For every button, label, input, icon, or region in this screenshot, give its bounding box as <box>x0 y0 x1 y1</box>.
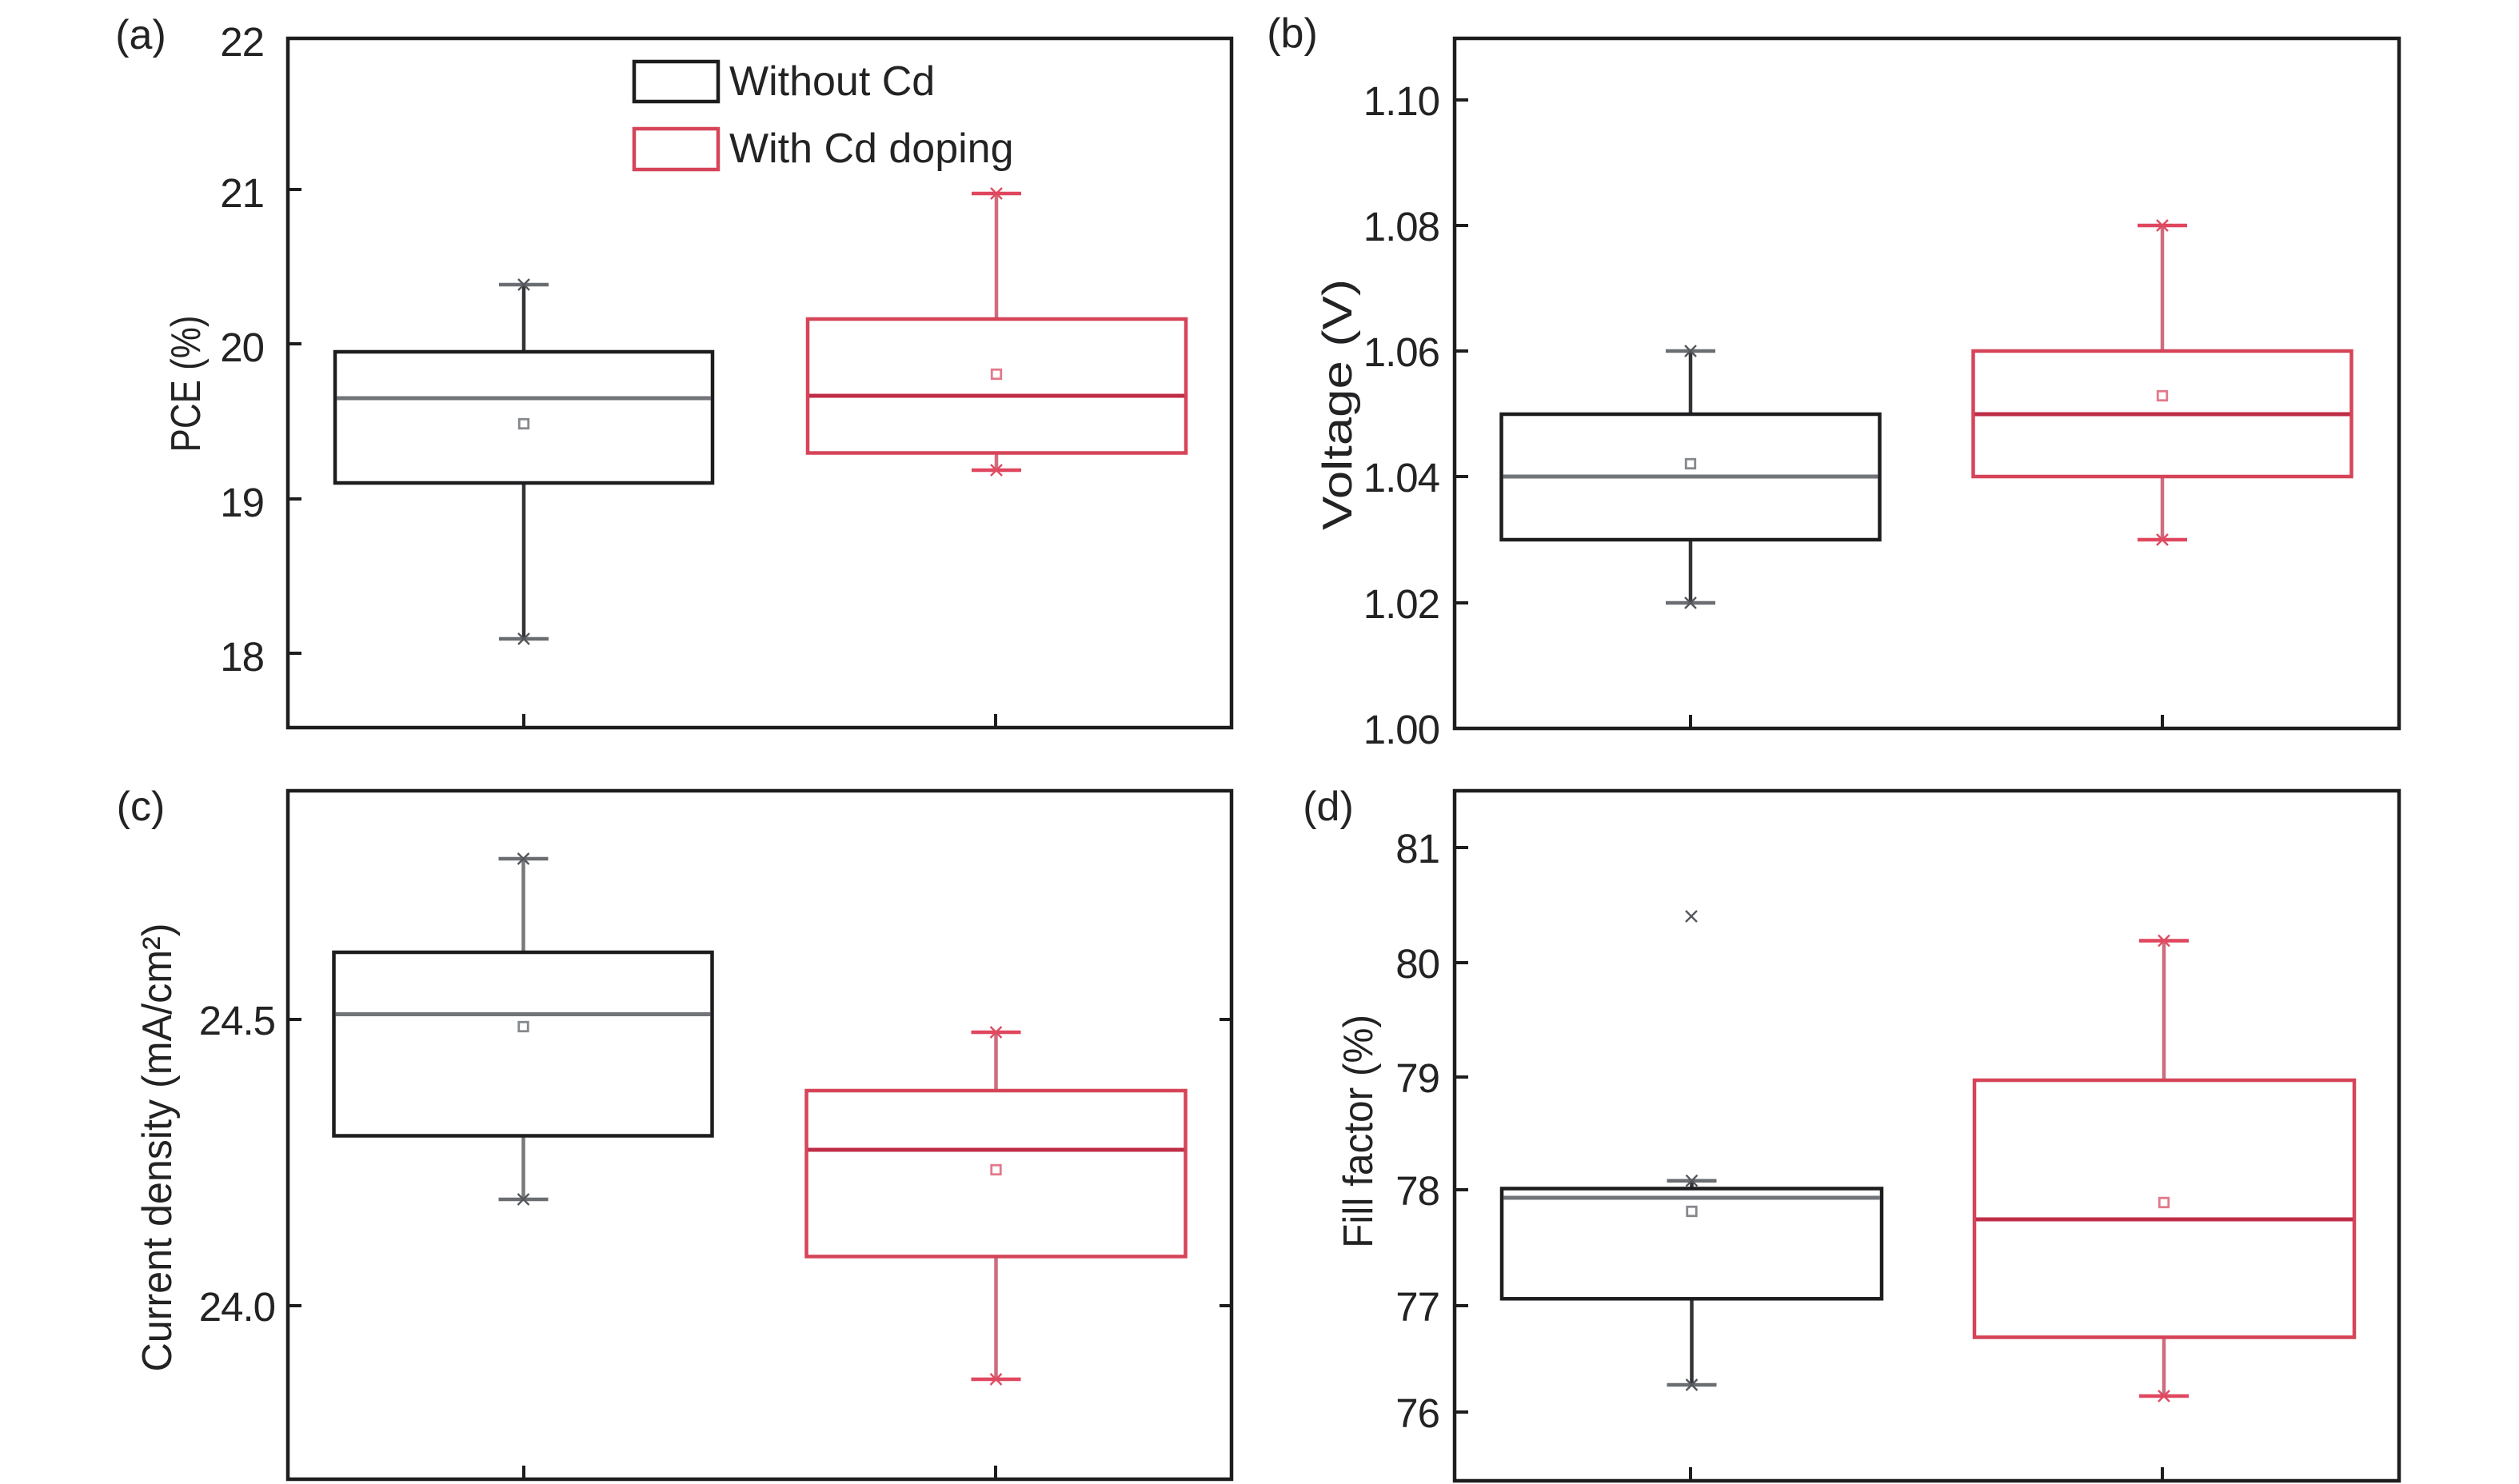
svg-text:1.08: 1.08 <box>1363 204 1439 249</box>
svg-text:18: 18 <box>220 634 264 680</box>
svg-text:76: 76 <box>1395 1390 1439 1436</box>
svg-text:1.10: 1.10 <box>1363 78 1439 124</box>
svg-text:19: 19 <box>220 480 264 525</box>
svg-text:22: 22 <box>220 19 264 65</box>
svg-text:20: 20 <box>220 325 264 370</box>
svg-text:81: 81 <box>1395 826 1439 872</box>
svg-text:21: 21 <box>220 170 264 216</box>
svg-text:Current density (mA/cm²): Current density (mA/cm²) <box>134 924 181 1372</box>
svg-text:77: 77 <box>1395 1284 1439 1330</box>
svg-text:(a): (a) <box>115 12 166 58</box>
svg-text:(b): (b) <box>1267 10 1318 57</box>
svg-text:Without Cd: Without Cd <box>729 58 935 105</box>
svg-text:Voltage (V): Voltage (V) <box>1315 279 1361 530</box>
svg-text:PCE (%): PCE (%) <box>163 316 210 453</box>
svg-text:1.02: 1.02 <box>1363 581 1439 627</box>
svg-text:(d): (d) <box>1303 784 1354 830</box>
svg-text:24.5: 24.5 <box>199 998 275 1043</box>
svg-text:78: 78 <box>1395 1168 1439 1214</box>
svg-text:With Cd doping: With Cd doping <box>729 126 1014 172</box>
svg-text:Fill factor (%): Fill factor (%) <box>1335 1015 1382 1248</box>
svg-text:79: 79 <box>1395 1055 1439 1101</box>
svg-text:(c): (c) <box>117 784 166 830</box>
svg-text:80: 80 <box>1395 941 1439 987</box>
svg-text:1.06: 1.06 <box>1363 329 1439 375</box>
svg-text:1.00: 1.00 <box>1363 707 1439 752</box>
svg-text:24.0: 24.0 <box>199 1284 275 1330</box>
svg-text:1.04: 1.04 <box>1363 455 1439 501</box>
